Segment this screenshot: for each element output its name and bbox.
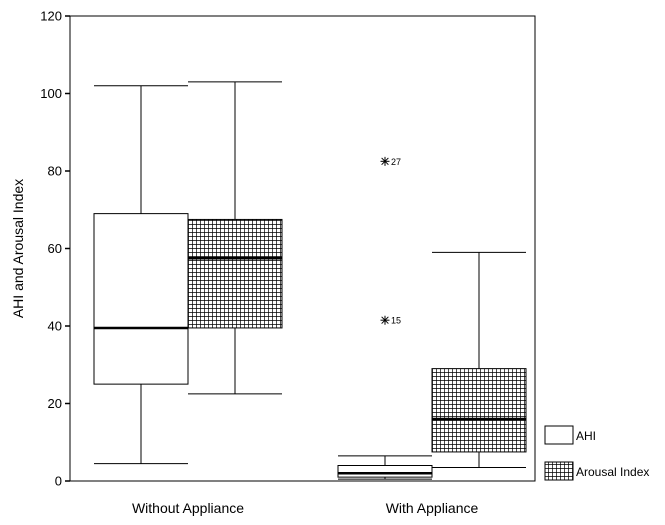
box-arousal-index: [431, 251, 527, 468]
x-category-label: With Appliance: [386, 500, 479, 516]
legend-label: AHI: [576, 429, 596, 443]
legend-item: AHI: [544, 425, 596, 445]
outlier-star-d2: [381, 157, 389, 166]
box-iqr: [93, 213, 189, 385]
outlier-label: 15: [391, 316, 401, 326]
y-tick-label: 0: [55, 474, 62, 489]
outlier-star-d2: [381, 316, 389, 324]
legend-item: Arousal Index: [544, 461, 649, 481]
legend-label: Arousal Index: [576, 465, 649, 479]
box-iqr: [337, 465, 433, 478]
y-tick-label: 100: [40, 86, 62, 101]
outlier-point: 27: [380, 156, 401, 167]
box-ahi: [337, 455, 433, 480]
outlier-point: 15: [380, 315, 401, 326]
box-iqr: [187, 218, 283, 329]
y-axis-label: AHI and Arousal Index: [10, 179, 26, 318]
y-tick-label: 60: [48, 241, 62, 256]
y-tick-label: 120: [40, 9, 62, 24]
legend-swatch: [544, 461, 574, 481]
box-iqr: [431, 368, 527, 453]
y-tick-label: 80: [48, 164, 62, 179]
y-tick-label: 20: [48, 396, 62, 411]
box-ahi: [93, 85, 189, 465]
outlier-label: 27: [391, 157, 401, 167]
legend-swatch: [544, 425, 574, 445]
box-arousal-index: [187, 81, 283, 395]
x-category-label: Without Appliance: [132, 500, 244, 516]
y-tick-label: 40: [48, 319, 62, 334]
